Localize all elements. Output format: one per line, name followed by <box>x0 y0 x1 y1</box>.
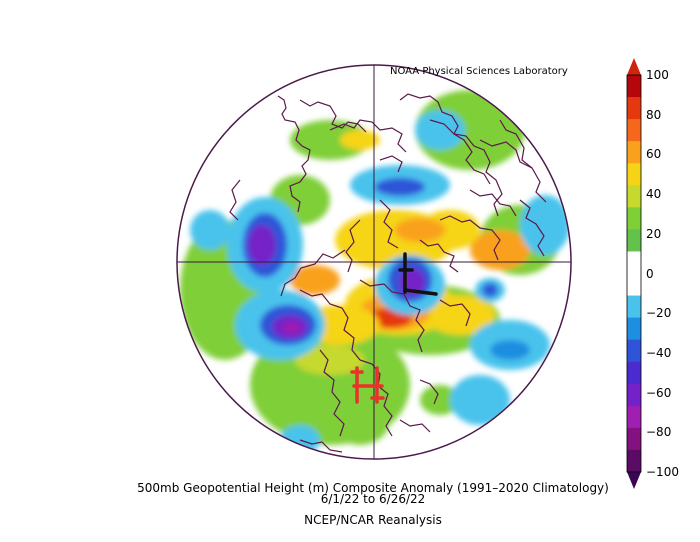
colorbar-tick-label: −40 <box>646 345 672 360</box>
caption-dates: 6/1/22 to 6/26/22 <box>320 492 426 506</box>
colorbar-segment <box>627 229 641 252</box>
anomaly-field <box>177 65 571 459</box>
colorbar-tick-label: 80 <box>646 107 662 122</box>
colorbar-tick-label: 60 <box>646 147 662 162</box>
colorbar-segment <box>627 361 641 385</box>
coastlines <box>229 93 547 453</box>
colorbar-segment <box>627 295 641 319</box>
colorbar-tick-label: 20 <box>646 226 662 241</box>
colorbar-segment <box>627 97 641 120</box>
colorbar-bottom-arrow <box>627 472 641 489</box>
caption-source: NCEP/NCAR Reanalysis <box>304 513 442 527</box>
colorbar-segment <box>627 251 641 274</box>
colorbar-segment <box>627 185 641 208</box>
colorbar-segment <box>627 339 641 363</box>
high-pressure-marker <box>350 366 385 404</box>
colorbar-tick-label: −80 <box>646 425 672 440</box>
colorbar-segment <box>627 405 641 429</box>
colorbar-segment <box>627 427 641 451</box>
colorbar-top-arrow <box>627 58 641 75</box>
colorbar-tick-label: 100 <box>646 68 669 82</box>
colorbar-segment <box>627 207 641 230</box>
colorbar-tick-label: 40 <box>646 187 662 202</box>
colorbar-segment <box>627 141 641 164</box>
caption-title: 500mb Geopotential Height (m) Composite … <box>137 481 609 495</box>
colorbar-tick-label: 0 <box>646 266 654 281</box>
colorbar-tick-label: −60 <box>646 385 672 400</box>
lab-credit: NOAA Physical Sciences Laboratory <box>390 66 568 77</box>
colorbar-segment <box>627 163 641 186</box>
colorbar-tick-label: −20 <box>646 306 672 321</box>
colorbar-segment <box>627 273 641 297</box>
colorbar-segment <box>627 317 641 341</box>
colorbar-segment <box>627 383 641 407</box>
low-pressure-marker <box>398 252 438 296</box>
colorbar-segment <box>627 449 641 473</box>
map-border <box>176 64 572 460</box>
colorbar-segment <box>627 119 641 142</box>
colorbar-segment <box>627 75 641 98</box>
colorbar-tick-label: −100 <box>646 465 679 479</box>
